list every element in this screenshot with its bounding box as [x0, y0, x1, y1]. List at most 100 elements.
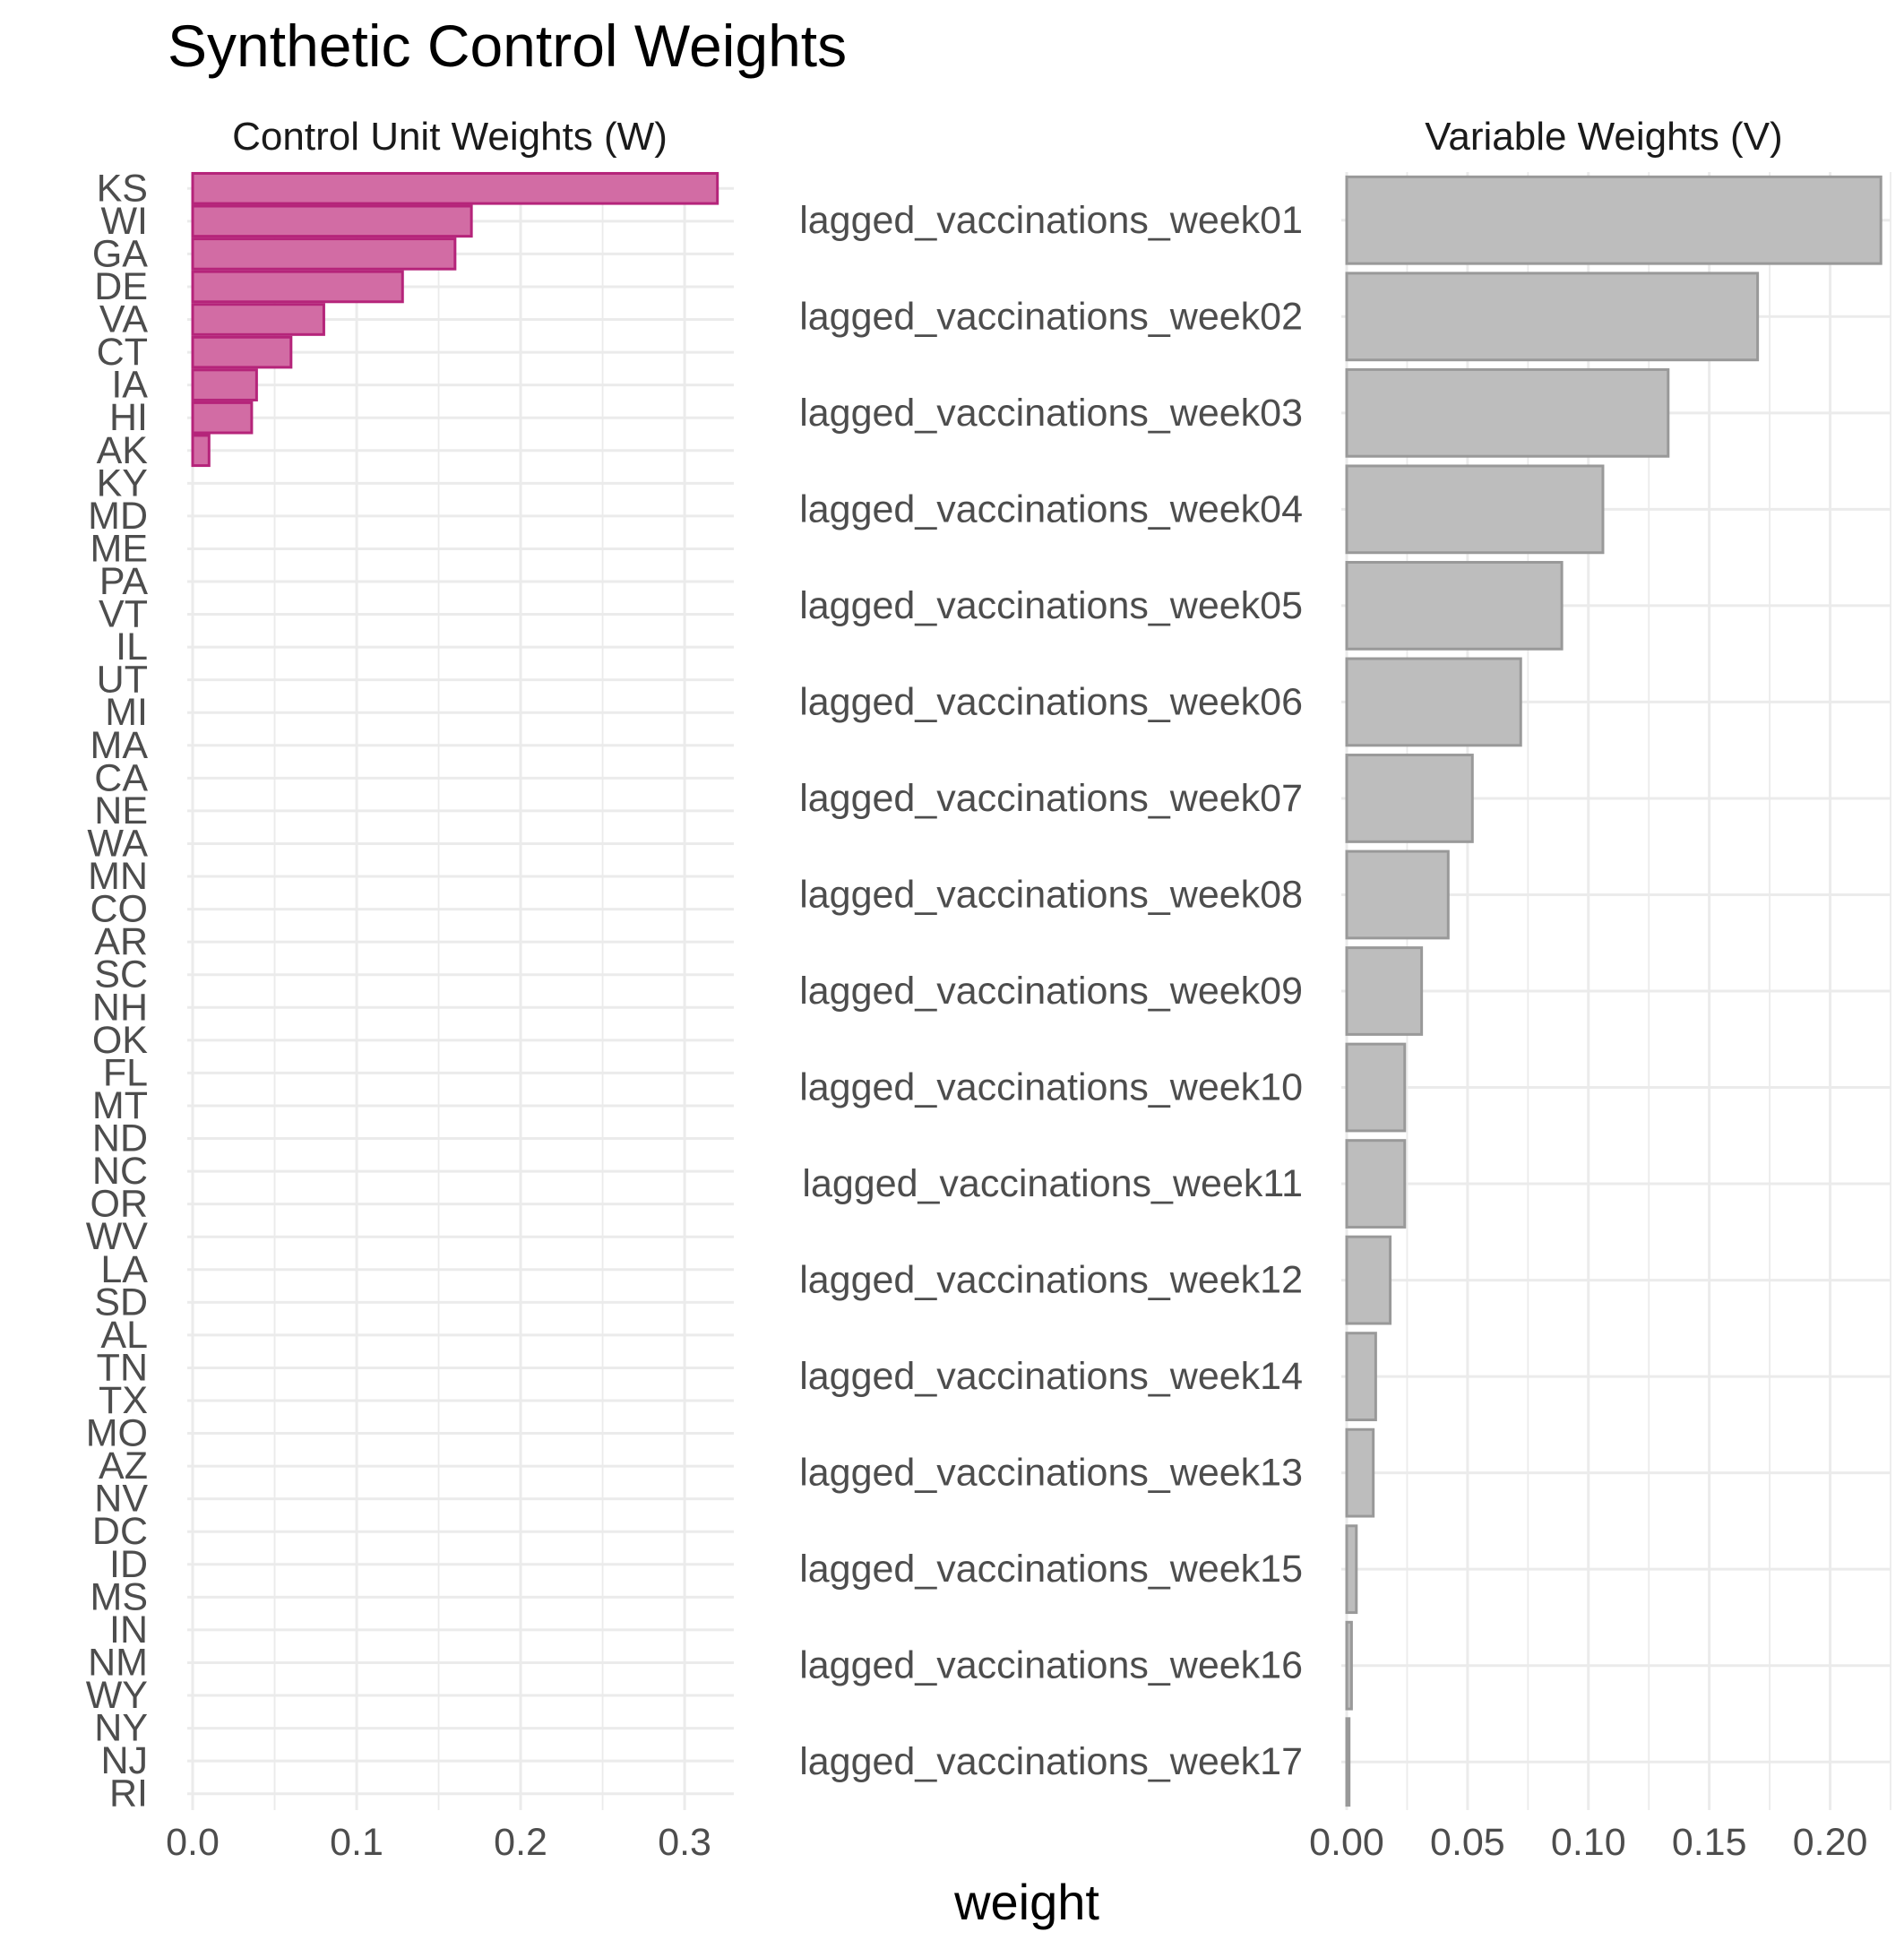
- y-tick-label: FL: [103, 1051, 148, 1094]
- y-tick-label: GA: [92, 232, 148, 275]
- y-tick-label: MN: [88, 855, 148, 898]
- bar-lagged-vaccinations-week17: [1345, 1717, 1351, 1807]
- x-tick-label: 0.15: [1672, 1821, 1747, 1864]
- bar-ks: [191, 171, 719, 205]
- x-tick-label: 0.05: [1430, 1821, 1505, 1864]
- panel-variable-weights: Variable Weights (V) lagged_vaccinations…: [799, 115, 1891, 1864]
- y-tick-label: NJ: [100, 1739, 148, 1782]
- y-tick-label: lagged_vaccinations_week13: [799, 1452, 1303, 1495]
- y-tick-label: lagged_vaccinations_week11: [802, 1162, 1303, 1205]
- y-tick-label: VA: [99, 298, 148, 341]
- y-tick-label: lagged_vaccinations_week12: [799, 1259, 1303, 1302]
- y-tick-label: lagged_vaccinations_week10: [799, 1066, 1303, 1109]
- panel-v-x-axis: 0.00 0.05 0.10 0.15 0.20: [1309, 1821, 1867, 1864]
- bar-ak: [191, 434, 211, 468]
- bar-lagged-vaccinations-week07: [1345, 754, 1474, 843]
- y-tick-label: lagged_vaccinations_week04: [799, 487, 1303, 530]
- x-tick-label: 0.0: [166, 1821, 220, 1864]
- panel-w-bars: [191, 171, 719, 468]
- y-tick-label: NC: [92, 1150, 148, 1193]
- y-tick-label: lagged_vaccinations_week17: [799, 1740, 1303, 1783]
- panel-v-bars: [1345, 175, 1882, 1807]
- x-tick-label: 0.10: [1551, 1821, 1626, 1864]
- y-tick-label: IA: [111, 364, 148, 407]
- bar-lagged-vaccinations-week03: [1345, 367, 1670, 458]
- bar-lagged-vaccinations-week14: [1345, 1332, 1377, 1422]
- y-tick-label: OK: [92, 1019, 148, 1062]
- y-tick-label: CT: [97, 331, 148, 374]
- y-tick-label: ND: [92, 1117, 148, 1160]
- y-tick-label: lagged_vaccinations_week14: [799, 1355, 1303, 1398]
- bar-ga: [191, 237, 457, 271]
- panel-control-unit-weights: Control Unit Weights (W) KSWIGADEVACTIAH…: [86, 115, 734, 1864]
- y-tick-label: SD: [94, 1281, 148, 1324]
- x-tick-label: 0.1: [330, 1821, 383, 1864]
- bar-lagged-vaccinations-week16: [1345, 1620, 1353, 1711]
- bar-lagged-vaccinations-week06: [1345, 657, 1522, 747]
- y-tick-label: HI: [109, 396, 148, 439]
- y-tick-label: lagged_vaccinations_week15: [799, 1548, 1303, 1591]
- bar-lagged-vaccinations-week05: [1345, 560, 1564, 651]
- panel-w-title: Control Unit Weights (W): [232, 115, 668, 159]
- y-tick-label: NV: [94, 1478, 148, 1521]
- y-tick-label: MO: [86, 1412, 148, 1455]
- y-tick-label: lagged_vaccinations_week08: [799, 873, 1303, 916]
- panel-w-x-axis: 0.0 0.1 0.2 0.3: [166, 1821, 711, 1864]
- y-tick-label: TX: [99, 1379, 148, 1422]
- y-tick-label: DC: [92, 1510, 148, 1553]
- x-tick-label: 0.3: [658, 1821, 711, 1864]
- y-tick-label: AL: [100, 1314, 148, 1357]
- y-tick-label: lagged_vaccinations_week16: [799, 1644, 1303, 1687]
- y-tick-label: lagged_vaccinations_week06: [799, 680, 1303, 723]
- y-tick-label: OR: [90, 1183, 149, 1226]
- y-tick-label: WI: [100, 200, 148, 243]
- y-tick-label: WV: [86, 1215, 149, 1258]
- y-tick-label: MA: [90, 724, 149, 767]
- y-tick-label: AK: [97, 429, 149, 472]
- bar-lagged-vaccinations-week13: [1345, 1427, 1375, 1518]
- panel-w-grid: [187, 172, 734, 1810]
- y-tick-label: lagged_vaccinations_week09: [799, 970, 1303, 1013]
- bar-lagged-vaccinations-week09: [1345, 946, 1424, 1036]
- y-tick-label: IL: [116, 625, 148, 668]
- bar-wi: [191, 204, 473, 238]
- y-tick-label: ME: [90, 527, 149, 570]
- y-tick-label: RI: [109, 1772, 148, 1815]
- y-tick-label: WA: [87, 822, 148, 865]
- bar-lagged-vaccinations-week08: [1345, 849, 1450, 940]
- y-tick-label: SC: [94, 953, 148, 996]
- y-tick-label: NH: [92, 986, 148, 1029]
- y-tick-label: MS: [90, 1575, 149, 1618]
- bar-de: [191, 270, 404, 304]
- y-tick-label: IN: [109, 1608, 148, 1651]
- y-tick-label: NE: [94, 789, 148, 832]
- y-tick-label: lagged_vaccinations_week03: [799, 392, 1303, 435]
- bar-va: [191, 303, 325, 336]
- y-tick-label: VT: [99, 593, 148, 636]
- y-tick-label: CA: [94, 756, 148, 799]
- x-tick-label: 0.00: [1309, 1821, 1384, 1864]
- y-tick-label: lagged_vaccinations_week02: [799, 295, 1303, 338]
- y-tick-label: KY: [97, 461, 148, 504]
- panel-v-y-axis: lagged_vaccinations_week01 lagged_vaccina…: [799, 199, 1303, 1783]
- bar-hi: [191, 401, 254, 435]
- y-tick-label: PA: [99, 560, 148, 603]
- bar-lagged-vaccinations-week01: [1345, 175, 1882, 265]
- y-tick-label: NM: [88, 1641, 148, 1684]
- x-tick-label: 0.20: [1793, 1821, 1868, 1864]
- bar-ct: [191, 335, 293, 369]
- y-tick-label: ID: [109, 1543, 148, 1586]
- y-tick-label: lagged_vaccinations_week05: [799, 584, 1303, 627]
- bar-lagged-vaccinations-week12: [1345, 1235, 1392, 1325]
- bar-lagged-vaccinations-week10: [1345, 1042, 1407, 1133]
- y-tick-label: DE: [94, 265, 148, 308]
- panel-v-title: Variable Weights (V): [1425, 115, 1782, 159]
- y-tick-label: lagged_vaccinations_week01: [799, 199, 1303, 242]
- y-tick-label: NY: [94, 1707, 148, 1750]
- y-tick-label: MD: [88, 495, 148, 538]
- y-tick-label: CO: [90, 888, 149, 931]
- bar-lagged-vaccinations-week15: [1345, 1524, 1358, 1615]
- x-axis-label: weight: [953, 1874, 1099, 1930]
- y-tick-label: WY: [86, 1674, 148, 1717]
